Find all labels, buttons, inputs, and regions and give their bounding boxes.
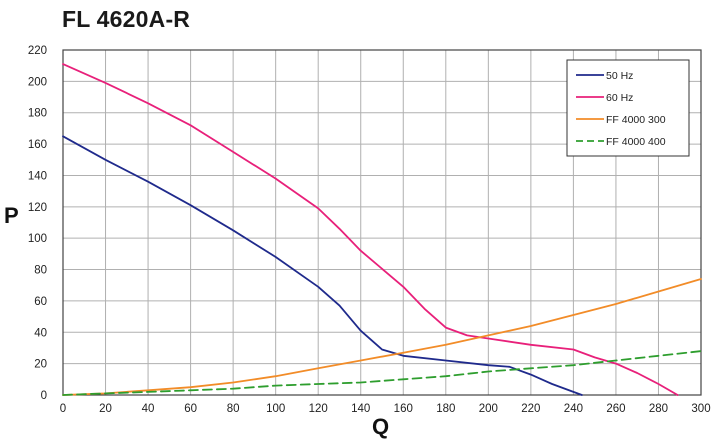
y-tick-label: 100 xyxy=(28,233,47,245)
y-tick-label: 120 xyxy=(28,202,47,214)
legend-label: FF 4000 400 xyxy=(606,136,666,148)
x-tick-label: 0 xyxy=(60,403,66,415)
series-line-3 xyxy=(62,278,702,396)
series-line-1 xyxy=(62,135,583,396)
legend-label: 60 Hz xyxy=(606,92,633,104)
x-tick-label: 40 xyxy=(142,403,155,415)
legend-label: 50 Hz xyxy=(606,70,633,82)
y-tick-label: 0 xyxy=(41,390,47,402)
y-tick-label: 80 xyxy=(34,265,47,277)
series-line-4 xyxy=(62,350,702,396)
legend-box xyxy=(566,59,690,157)
x-tick-label: 120 xyxy=(309,403,328,415)
y-tick-label: 40 xyxy=(34,327,47,339)
chart-title: FL 4620A-R xyxy=(62,6,191,32)
x-tick-label: 180 xyxy=(436,403,455,415)
y-tick-label: 20 xyxy=(34,359,47,371)
legend-label: FF 4000 300 xyxy=(606,114,666,126)
plot-border xyxy=(62,49,702,396)
x-tick-label: 220 xyxy=(521,403,540,415)
x-tick-label: 80 xyxy=(227,403,240,415)
y-tick-label: 60 xyxy=(34,296,47,308)
x-tick-label: 260 xyxy=(606,403,625,415)
x-tick-label: 200 xyxy=(479,403,498,415)
x-axis-label: Q xyxy=(372,414,390,439)
y-tick-label: 140 xyxy=(28,170,47,182)
x-tick-label: 280 xyxy=(649,403,668,415)
y-tick-label: 160 xyxy=(28,139,47,151)
y-tick-label: 200 xyxy=(28,76,47,88)
y-tick-label: 220 xyxy=(28,45,47,57)
x-tick-label: 160 xyxy=(394,403,413,415)
x-tick-label: 100 xyxy=(266,403,285,415)
y-axis-label: P xyxy=(4,203,19,228)
x-tick-label: 60 xyxy=(184,403,197,415)
x-tick-label: 140 xyxy=(351,403,370,415)
x-tick-label: 20 xyxy=(99,403,112,415)
x-tick-label: 300 xyxy=(691,403,710,415)
y-tick-label: 180 xyxy=(28,108,47,120)
x-tick-label: 240 xyxy=(564,403,583,415)
